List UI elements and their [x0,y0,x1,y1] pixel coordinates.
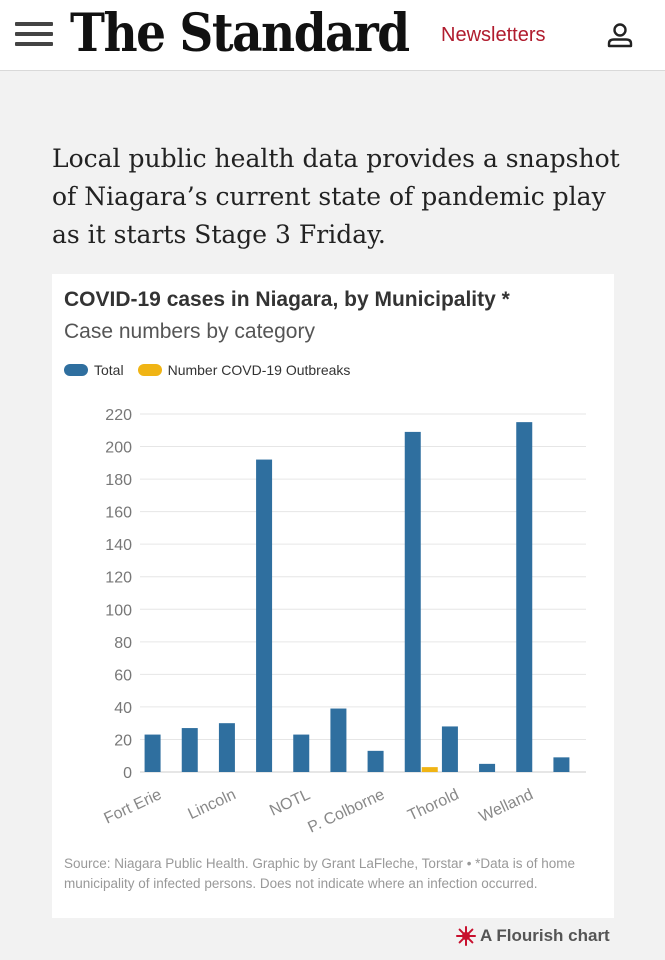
bar-total-9[interactable] [479,763,496,772]
legend-label-outbreaks: Number COVD-19 Outbreaks [167,362,351,378]
bar-total-10[interactable] [516,422,533,772]
chart-subtitle: Case numbers by category [64,320,315,343]
legend-item-total[interactable]: Total [64,362,124,378]
y-tick-label: 80 [114,635,132,652]
bar-total-6[interactable] [367,750,384,772]
chart-legend: Total Number COVD-19 Outbreaks [64,362,364,378]
bar-total-2[interactable] [218,723,235,772]
bar-total-11[interactable] [553,757,570,772]
chart-card: COVID-19 cases in Niagara, by Municipali… [52,274,614,918]
y-tick-label: 200 [105,440,132,457]
bar-total-8[interactable] [441,726,458,772]
site-logo[interactable]: The Standard [70,2,410,65]
y-tick-label: 0 [123,765,132,782]
legend-swatch-total [64,364,88,376]
site-header: The Standard Newsletters [0,0,665,71]
y-tick-label: 60 [114,667,132,684]
bar-chart: 0 20 40 60 80 100 120 140 160 180 200 220 Fort Erie… [101,407,586,836]
legend-label-total: Total [94,362,124,378]
y-tick-label: 100 [105,602,132,619]
y-tick-label: 40 [114,700,132,717]
x-tick-label: P. Colborne [305,786,387,836]
article-headline: Local public health data provides a snap… [52,144,620,249]
y-tick-label: 180 [105,472,132,489]
x-tick-label: Lincoln [185,786,238,823]
bar-outbreaks-7[interactable] [421,767,438,772]
chart-source-note: Source: Niagara Public Health. Graphic b… [64,856,575,891]
bar-total-7[interactable] [404,431,421,772]
x-tick-label: Fort Erie [101,786,164,827]
bar-total-1[interactable] [181,728,198,772]
flourish-credit[interactable]: A Flourish chart [456,926,610,946]
user-account-icon[interactable] [605,20,635,50]
bar-total-0[interactable] [144,734,161,772]
chart-title: COVID-19 cases in Niagara, by Municipali… [64,288,510,311]
newsletters-link[interactable]: Newsletters [441,24,546,46]
y-tick-label: 120 [105,570,132,587]
y-tick-label: 160 [105,505,132,522]
y-tick-label: 140 [105,537,132,554]
bar-total-4[interactable] [293,734,310,772]
bar-total-5[interactable] [330,708,347,772]
hamburger-menu-icon[interactable] [15,20,53,48]
x-tick-label: Thorold [405,786,461,824]
y-tick-label: 220 [105,407,132,424]
bar-total-3[interactable] [256,459,273,772]
x-tick-label: Welland [477,786,536,826]
flourish-logo-icon [456,926,476,946]
flourish-label: A Flourish chart [480,926,610,945]
y-tick-label: 20 [114,732,132,749]
legend-swatch-outbreaks [137,364,162,376]
x-tick-label: NOTL [267,786,313,819]
legend-item-outbreaks[interactable]: Number COVD-19 Outbreaks [137,362,351,378]
